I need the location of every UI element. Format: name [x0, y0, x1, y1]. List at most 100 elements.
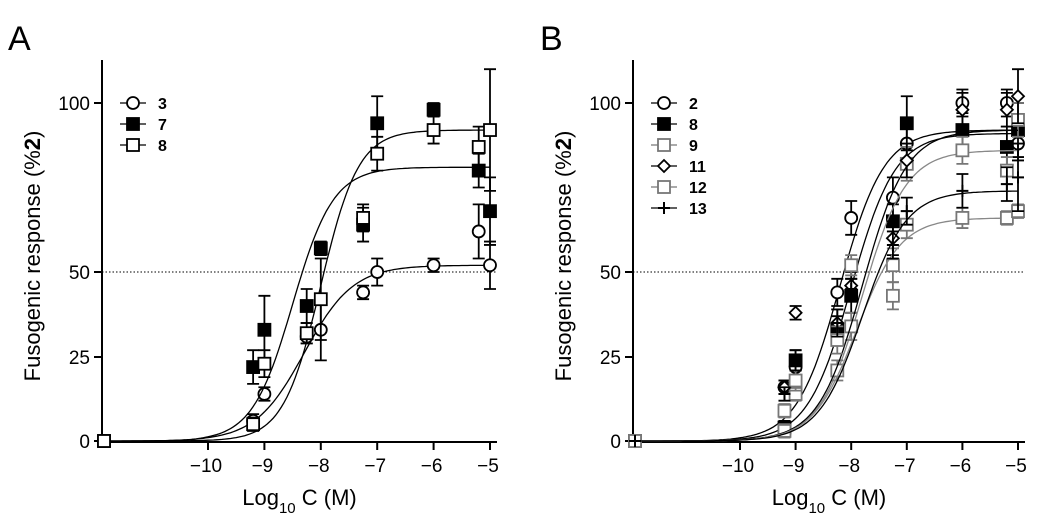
- y-tick-label: 25: [600, 348, 621, 369]
- x-tick-label: −5: [477, 456, 499, 477]
- data-point: [844, 211, 859, 225]
- x-tick-label: −9: [252, 456, 274, 477]
- legend-label: 13: [689, 201, 707, 218]
- data-point: [1010, 88, 1026, 104]
- data-point: [257, 387, 272, 401]
- y-tick-label: 100: [589, 94, 621, 115]
- data-point: [956, 184, 969, 197]
- data-point: [629, 435, 641, 447]
- fit-curve-7: [104, 166, 490, 442]
- x-tick-label: −6: [950, 456, 972, 477]
- legend-marker: [657, 180, 671, 194]
- legend-label: 7: [158, 117, 167, 134]
- legend-label: 8: [158, 138, 167, 155]
- fit-curve-13: [635, 190, 1018, 442]
- legend-marker: [658, 202, 670, 214]
- data-point: [370, 116, 385, 131]
- data-point: [955, 102, 970, 118]
- x-axis-title-main: Log: [772, 485, 809, 510]
- data-point: [1012, 171, 1024, 184]
- data-point: [356, 211, 371, 225]
- y-axis-title-main: Fusogenic response (%: [551, 150, 576, 381]
- data-point: [899, 116, 914, 131]
- data-point: [426, 102, 441, 117]
- y-axis-title-bold: 2: [20, 138, 45, 150]
- series-13: [629, 142, 1024, 447]
- legend-marker: [657, 117, 671, 131]
- data-point: [257, 356, 272, 371]
- data-point: [955, 211, 970, 225]
- x-axis-title-sub: 10: [279, 500, 296, 517]
- data-point: [789, 354, 802, 367]
- data-point: [788, 305, 803, 321]
- x-axis-title-tail: C (M): [825, 485, 886, 510]
- data-point: [483, 258, 497, 273]
- data-point: [370, 146, 385, 161]
- data-point: [886, 238, 899, 251]
- legend-marker: [657, 138, 671, 152]
- y-tick-label: 0: [610, 432, 621, 453]
- data-point: [483, 123, 497, 137]
- y-axis-title: Fusogenic response (%2): [551, 131, 576, 382]
- legend-label: 8: [689, 117, 698, 134]
- series-8: [97, 68, 497, 448]
- data-point: [777, 403, 792, 418]
- y-axis-title-tail: ): [551, 131, 576, 138]
- data-point: [845, 283, 858, 295]
- y-tick-label: 0: [79, 432, 90, 453]
- legend-marker: [126, 138, 140, 152]
- data-point: [426, 123, 441, 137]
- x-tick-label: −6: [421, 456, 443, 477]
- series-12: [628, 203, 1025, 448]
- data-point: [900, 205, 913, 218]
- data-point: [426, 258, 441, 273]
- y-axis-title: Fusogenic response (%2): [20, 131, 45, 382]
- data-point: [313, 241, 328, 256]
- legend-marker: [126, 117, 140, 131]
- x-tick-label: −5: [1005, 456, 1027, 477]
- panel-a: A 0 25 50 100 −10 −9 −8 −7 −6 −5 Log10 C (M) Fusogen…: [8, 20, 499, 517]
- legend-label: 3: [158, 96, 167, 113]
- panel-b: B 0 25 50 100 −10 −9 −8 −7 −6 −5 Log10 C (M) Fusogen…: [540, 20, 1027, 517]
- x-axis-title-main: Log: [242, 485, 279, 510]
- data-point: [471, 224, 486, 239]
- x-tick-label: −10: [722, 456, 754, 477]
- data-point: [778, 387, 791, 400]
- legend-label: 12: [689, 180, 707, 197]
- x-tick-label: −7: [894, 456, 916, 477]
- data-point: [483, 204, 497, 219]
- y-axis-title-tail: ): [20, 131, 45, 138]
- legend-label: 9: [689, 138, 698, 155]
- x-tick-label: −9: [783, 456, 805, 477]
- data-point: [370, 265, 385, 279]
- data-point: [899, 153, 915, 168]
- x-tick-label: −8: [308, 456, 330, 477]
- y-axis-title-main: Fusogenic response (%: [20, 150, 45, 381]
- legend-marker: [657, 96, 671, 110]
- legend-marker: [126, 96, 140, 110]
- y-axis-title-bold: 2: [551, 138, 576, 150]
- axes: [625, 60, 1025, 450]
- data-point: [356, 285, 371, 300]
- panel-letter: A: [8, 20, 31, 58]
- data-point: [999, 140, 1014, 154]
- fit-curve-8: [104, 129, 490, 442]
- data-point: [999, 211, 1014, 225]
- data-point: [299, 299, 314, 313]
- legend-label: 11: [689, 159, 706, 176]
- y-tick-label: 50: [600, 263, 621, 284]
- data-point: [246, 417, 261, 432]
- x-tick-label: −10: [190, 456, 222, 477]
- series-3: [97, 203, 497, 448]
- data-point: [97, 434, 111, 448]
- y-tick-label: 100: [58, 94, 90, 115]
- data-point: [246, 360, 261, 374]
- data-point: [830, 285, 845, 300]
- data-point: [1000, 178, 1013, 191]
- x-tick-label: −8: [838, 456, 860, 477]
- data-point: [471, 140, 486, 154]
- data-point: [831, 317, 844, 329]
- data-point: [313, 292, 328, 307]
- data-point: [788, 373, 803, 388]
